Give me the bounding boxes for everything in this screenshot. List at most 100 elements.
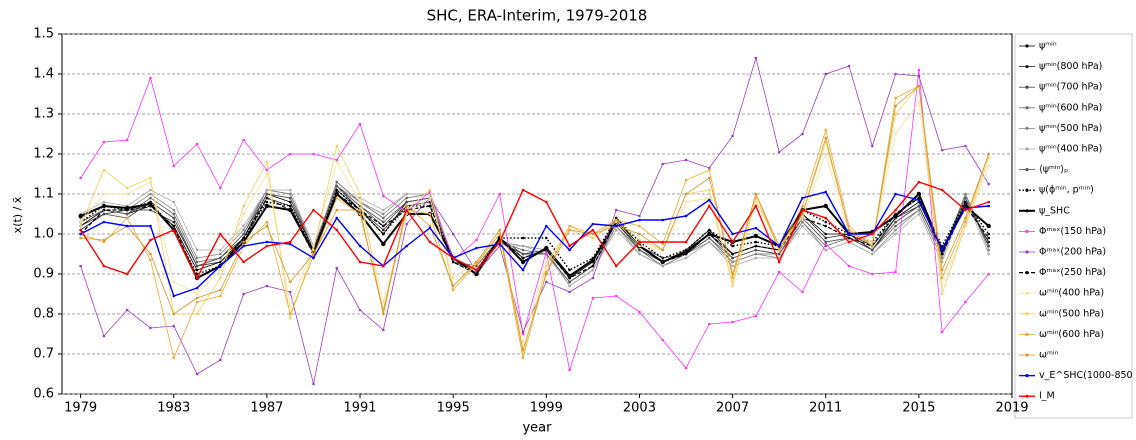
data-point (242, 228, 245, 232)
data-point (219, 288, 222, 292)
data-point (335, 144, 339, 148)
data-point (382, 224, 385, 228)
data-point (591, 276, 595, 280)
data-point (777, 244, 781, 248)
data-point (498, 192, 502, 196)
data-point (382, 212, 385, 216)
data-point (940, 148, 944, 152)
data-point (917, 68, 921, 72)
data-point (917, 208, 921, 212)
data-point (172, 164, 176, 168)
data-point (708, 196, 711, 200)
data-point (195, 296, 199, 300)
data-point (987, 200, 991, 204)
data-point (568, 280, 571, 284)
data-point (545, 200, 548, 204)
series-line (80, 69, 990, 372)
data-point (894, 112, 897, 116)
data-point (172, 216, 176, 220)
data-point (801, 132, 804, 136)
data-point (824, 224, 828, 228)
data-point (964, 200, 967, 204)
data-point (312, 382, 315, 386)
data-point (335, 228, 339, 232)
legend-marker (1025, 374, 1029, 378)
x-tick-label: 1995 (437, 401, 470, 416)
legend-marker (1025, 147, 1029, 151)
data-point (801, 204, 804, 208)
data-point (986, 223, 991, 229)
data-point (219, 186, 222, 190)
data-point (731, 264, 734, 268)
data-point (428, 204, 432, 208)
data-point (661, 162, 665, 166)
data-point (753, 233, 759, 239)
data-point (754, 256, 758, 260)
data-point (172, 294, 176, 298)
data-point (847, 236, 851, 240)
data-point (824, 220, 828, 224)
legend-marker (1025, 332, 1029, 336)
data-point (475, 268, 478, 272)
data-point (521, 244, 525, 248)
data-point (894, 72, 897, 76)
legend-label: ψ(ϕᵐⁱⁿ, pᵐⁱⁿ) (1039, 185, 1094, 196)
data-point (754, 204, 758, 208)
data-point (288, 152, 292, 156)
data-point (382, 194, 385, 198)
data-point (219, 294, 222, 298)
data-point (265, 284, 269, 288)
data-point (335, 158, 339, 162)
data-point (708, 322, 711, 326)
data-point (824, 216, 828, 220)
data-point (521, 332, 525, 336)
data-point (964, 208, 967, 212)
data-point (684, 366, 688, 370)
data-point (684, 200, 688, 204)
data-point (801, 224, 804, 228)
data-point (987, 204, 991, 208)
data-point (894, 192, 897, 196)
data-point (987, 240, 991, 244)
data-point (149, 76, 152, 80)
data-point (894, 220, 897, 224)
data-point (312, 152, 315, 156)
data-point (265, 160, 269, 164)
data-point (731, 320, 734, 324)
data-point (964, 204, 967, 208)
data-point (335, 188, 339, 192)
data-point (428, 196, 432, 200)
data-point (521, 256, 525, 260)
data-point (288, 204, 292, 208)
data-point (382, 232, 385, 236)
data-point (754, 314, 758, 318)
data-point (614, 220, 618, 224)
x-tick-label: 2003 (623, 401, 656, 416)
data-point (847, 264, 851, 268)
x-tick-label: 1987 (250, 401, 283, 416)
data-point (754, 240, 758, 244)
data-point (149, 176, 152, 180)
data-point (870, 144, 874, 148)
data-point (288, 316, 292, 320)
data-point (382, 216, 385, 220)
data-point (824, 190, 828, 194)
data-point (894, 132, 897, 136)
data-point (125, 138, 129, 142)
data-point (219, 260, 222, 264)
data-point (731, 240, 734, 244)
data-point (987, 182, 991, 186)
data-point (475, 238, 478, 242)
data-point (382, 328, 385, 332)
data-point (894, 232, 897, 236)
data-point (358, 192, 362, 196)
data-point (777, 248, 781, 252)
data-point (195, 260, 199, 264)
data-point (382, 208, 385, 212)
data-point (124, 205, 130, 211)
data-point (591, 232, 595, 236)
data-point (451, 256, 455, 260)
y-tick-label: 1.5 (33, 27, 54, 42)
legend-label: v_E^SHC(1000-850 hPa) (1039, 370, 1136, 381)
series-line (80, 100, 990, 343)
